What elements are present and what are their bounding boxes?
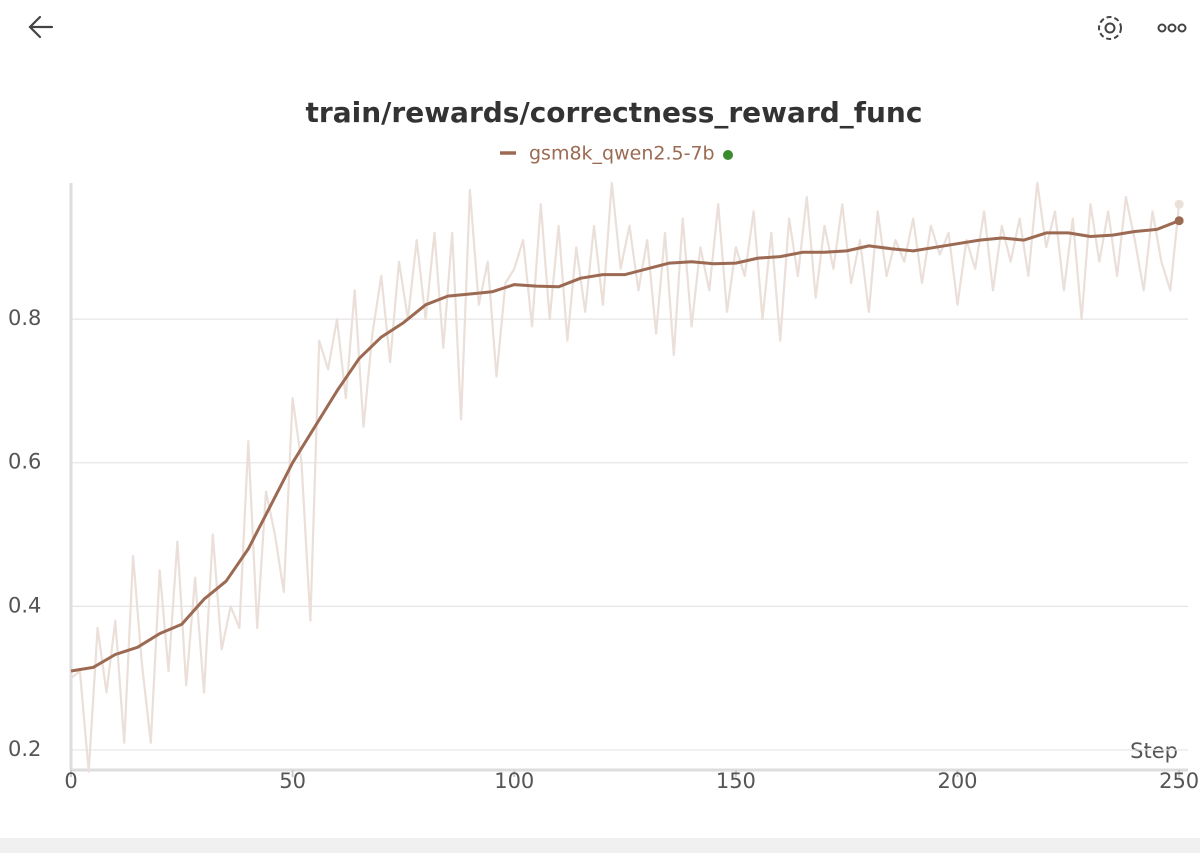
x-tick-label: 50 (279, 769, 306, 793)
x-tick-label: 200 (937, 769, 977, 793)
more-button[interactable] (1157, 23, 1187, 33)
back-button[interactable] (28, 15, 54, 39)
end-point (1174, 216, 1184, 226)
y-tick-label: 0.8 (8, 306, 41, 330)
end-point (1174, 199, 1184, 209)
x-axis-label: Step (1130, 739, 1178, 763)
run-status (723, 150, 733, 160)
dot-icon (1157, 23, 1167, 33)
settings-button[interactable] (1098, 16, 1122, 40)
x-tick-label: 150 (716, 769, 756, 793)
bottom-strip (0, 838, 1200, 853)
gear-hub (1104, 22, 1116, 34)
x-tick-label: 250 (1159, 769, 1199, 793)
chart-title: train/rewards/correctness_reward_func (306, 96, 923, 129)
back-icon (28, 15, 54, 39)
smoothed-line (70, 219, 1180, 673)
legend-label: gsm8k_qwen2.5-7b (529, 143, 715, 165)
raw-line (70, 181, 1181, 773)
y-tick-label: 0.6 (8, 450, 41, 474)
x-tick-label: 0 (64, 769, 77, 793)
y-tick-label: 0.4 (8, 593, 41, 617)
dot-icon (1177, 23, 1187, 33)
y-tick-label: 0.2 (8, 737, 41, 761)
gear-icon (1098, 16, 1122, 40)
dot-icon (1167, 23, 1177, 33)
legend: gsm8k_qwen2.5-7b (500, 143, 733, 165)
x-tick-label: 100 (494, 769, 534, 793)
